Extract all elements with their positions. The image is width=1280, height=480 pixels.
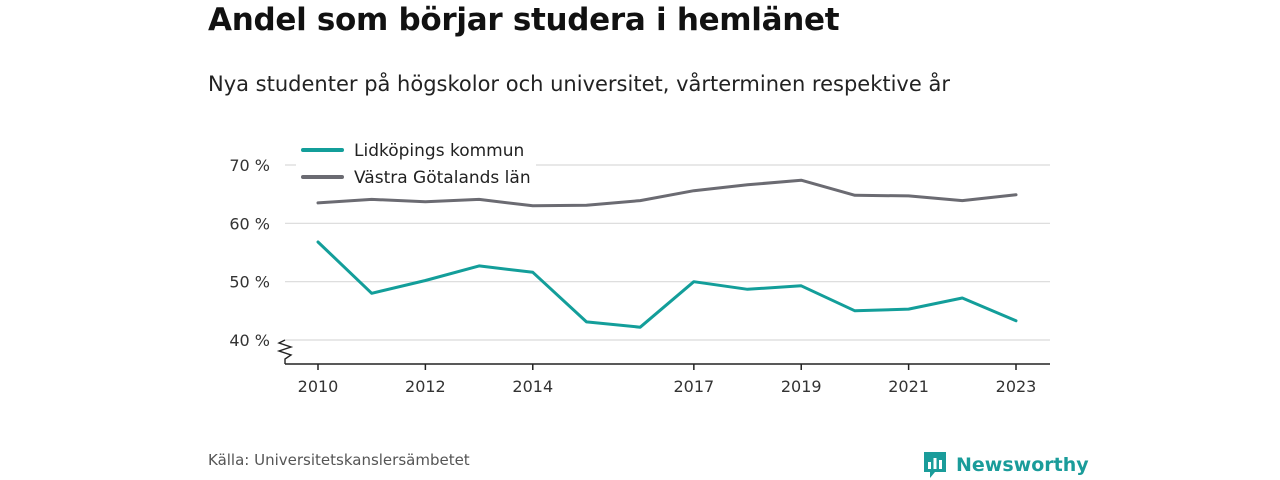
x-tick-label: 2010	[298, 377, 339, 396]
x-tick-label: 2019	[781, 377, 822, 396]
brand-name: Newsworthy	[956, 454, 1089, 476]
y-axis-break-icon	[276, 339, 294, 364]
legend: Lidköpings kommun Västra Götalands län	[296, 136, 536, 189]
x-tick-labels: 2010 2012 2014 2017 2019 2021 2023	[298, 364, 1037, 396]
series-vastra-gotaland-line	[316, 178, 1018, 208]
grid-lines	[285, 164, 1050, 341]
y-tick-label: 50 %	[229, 273, 270, 292]
y-tick-label: 60 %	[229, 214, 270, 233]
series-lidkoping-line	[316, 240, 1018, 329]
chart-title: Andel som börjar studera i hemlänet	[208, 2, 840, 38]
legend-label: Västra Götalands län	[354, 168, 531, 188]
source-note: Källa: Universitetskanslersämbetet	[208, 451, 470, 469]
brand-logo: Newsworthy	[922, 450, 1089, 480]
x-tick-label: 2017	[673, 377, 714, 396]
series-lines	[316, 178, 1018, 329]
y-tick-labels: 40 % 50 % 60 % 70 %	[229, 156, 270, 350]
x-tick-label: 2021	[888, 377, 929, 396]
y-tick-label: 70 %	[229, 156, 270, 175]
line-chart: 40 % 50 % 60 % 70 % 2010 2012 2014 2017 2019 202…	[229, 136, 1050, 396]
x-tick-label: 2014	[512, 377, 553, 396]
axes	[276, 339, 1050, 365]
legend-label: Lidköpings kommun	[354, 141, 524, 161]
newsworthy-logo-icon	[924, 452, 946, 478]
y-tick-label: 40 %	[229, 331, 270, 350]
chart-subtitle: Nya studenter på högskolor och universit…	[208, 72, 950, 96]
x-tick-label: 2023	[996, 377, 1037, 396]
x-tick-label: 2012	[405, 377, 446, 396]
